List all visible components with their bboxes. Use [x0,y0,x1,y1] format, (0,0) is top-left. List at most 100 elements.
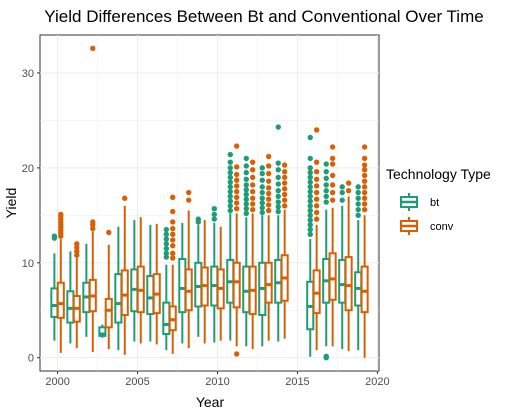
outlier-point [265,196,272,202]
outlier-point [265,190,272,197]
outlier-point [243,196,249,202]
outlier-point [259,177,265,183]
outlier-point [307,184,313,190]
x-tick-label: 2015 [285,376,309,388]
outlier-point [307,217,313,223]
outlier-point [265,170,272,177]
outlier-point [249,195,256,201]
box-conv-2007 [168,194,177,354]
outlier-point [275,208,281,215]
outlier-point [227,151,233,158]
outlier-point [361,184,368,190]
outlier-point [74,248,80,255]
box-iqr [98,326,107,337]
outlier-point [233,200,240,206]
outlier-point [227,169,233,176]
box-iqr [360,265,369,314]
outlier-point [51,233,58,239]
outlier-point [361,167,368,173]
box-bt-2002 [82,243,91,337]
outlier-point [307,155,313,162]
box-iqr [146,275,155,316]
box-iqr [104,297,113,329]
outlier-point [355,184,361,190]
box-bt-2009 [194,216,203,337]
outlier-point [259,205,265,211]
outlier-point [243,210,249,217]
box-layer [50,45,369,361]
outlier-point [323,161,329,167]
outlier-point [329,161,336,167]
outlier-point [361,178,368,184]
box-iqr [178,258,187,314]
outlier-point [227,184,233,190]
outlier-point [307,212,313,219]
outlier-point [361,206,368,213]
outlier-point [243,201,249,207]
outlier-point [361,155,368,162]
outlier-point [281,162,288,168]
box-bt-2019 [354,184,363,351]
outlier-point [339,197,345,203]
box-iqr [344,256,353,312]
box-conv-2016 [312,127,321,351]
outlier-point [243,176,249,182]
outlier-point [275,160,281,166]
outlier-point [227,207,233,214]
outlier-point [170,237,176,243]
outlier-point [265,185,272,191]
outlier-point [323,193,329,200]
box-conv-2012 [248,159,257,350]
outlier-point [233,351,240,357]
outlier-point [211,205,217,212]
outlier-point [163,236,170,242]
outlier-point [259,209,265,216]
box-iqr [264,261,273,304]
outlier-point [170,231,176,238]
outlier-point [339,189,345,196]
outlier-point [74,244,80,251]
outlier-point [307,165,313,171]
box-conv-2011 [232,143,241,357]
outlier-point [281,203,288,209]
outlier-point [307,188,313,195]
outlier-point [361,195,368,201]
outlier-point [345,180,352,186]
outlier-point [243,169,249,176]
box-iqr [328,252,337,301]
outlier-point [361,201,368,207]
outlier-point [106,229,112,236]
outlier-point [249,174,256,181]
outlier-point [355,189,361,196]
outlier-point [281,197,288,203]
box-conv-2004 [120,195,129,355]
outlier-point [313,176,320,182]
x-tick-label: 2005 [125,376,149,388]
box-conv-2003 [104,229,113,350]
outlier-point [90,225,96,232]
box-iqr [242,265,251,314]
outlier-point [355,206,361,213]
box-conv-2008 [184,189,193,349]
outlier-point [313,203,320,209]
outlier-point [249,182,256,188]
legend: Technology Type bt conv [386,166,491,235]
outlier-point [170,208,176,215]
outlier-point [122,195,128,201]
box-iqr [338,258,347,304]
outlier-point [265,163,272,169]
outlier-point [233,177,240,183]
outlier-point [259,200,265,206]
outlier-point [195,216,202,222]
outlier-point [249,188,256,195]
outlier-point [323,182,329,188]
outlier-point [361,144,368,150]
box-iqr [56,281,65,319]
outlier-point [307,174,313,181]
outlier-point [227,165,233,171]
outlier-point [74,252,80,258]
outlier-point [265,178,272,184]
outlier-point [281,180,288,186]
y-axis-ticks: 0 10 20 30 [22,68,40,365]
